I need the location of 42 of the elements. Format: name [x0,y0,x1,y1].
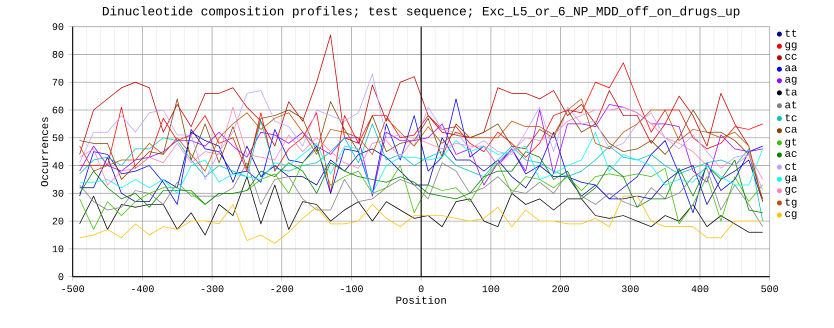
y-tick-label: 60 [52,106,64,114]
chart-title: Dinucleotide composition profiles; test sequence; Exc_L5_or_6_NP_MDD_off_on_drugs_up [102,6,740,18]
x-tick-label: 400 [691,285,708,292]
legend-label: cc [785,54,797,60]
y-tick-label: 20 [52,218,64,225]
y-tick-label: 70 [52,78,64,86]
x-tick-label: -400 [132,285,154,292]
y-axis-title: Occurrences [40,117,48,186]
legend-label: at [785,101,796,108]
legend-label: ca [785,126,798,133]
line-series [79,148,764,230]
y-tick-label: 0 [58,273,64,280]
legend-label: cg [785,211,796,220]
legend-label: ac [785,151,797,157]
legend-label: gc [785,186,797,195]
legend-label: ga [785,175,798,184]
legend-label: tg [786,198,796,208]
x-tick-label: -300 [202,285,224,292]
x-tick-label: 300 [622,285,639,292]
legend-label: gg [785,42,796,50]
legend-label: aa [785,65,798,72]
x-tick-label: 0 [418,285,424,292]
legend-label: ag [785,76,796,85]
line-series [79,120,764,222]
y-tick-label: 50 [52,134,64,142]
y-tick-label: 30 [52,190,64,197]
x-tick-label: 100 [482,285,500,292]
legend-label: tt [786,30,796,37]
x-tick-label: -500 [62,285,84,292]
legend-label: ct [785,162,796,170]
y-tick-label: 80 [52,51,64,58]
y-tick-label: 90 [52,23,64,30]
legend-label: tc [786,114,797,122]
legend-label: ta [786,88,798,96]
x-tick-label: 200 [552,285,569,292]
legend-label: gt [785,138,796,148]
x-axis-title: Position [396,296,446,304]
y-tick-label: 10 [52,245,64,252]
x-tick-label: -200 [271,285,294,292]
y-tick-label: 40 [52,162,64,169]
x-tick-label: -100 [341,285,363,292]
x-tick-label: 500 [761,285,778,292]
